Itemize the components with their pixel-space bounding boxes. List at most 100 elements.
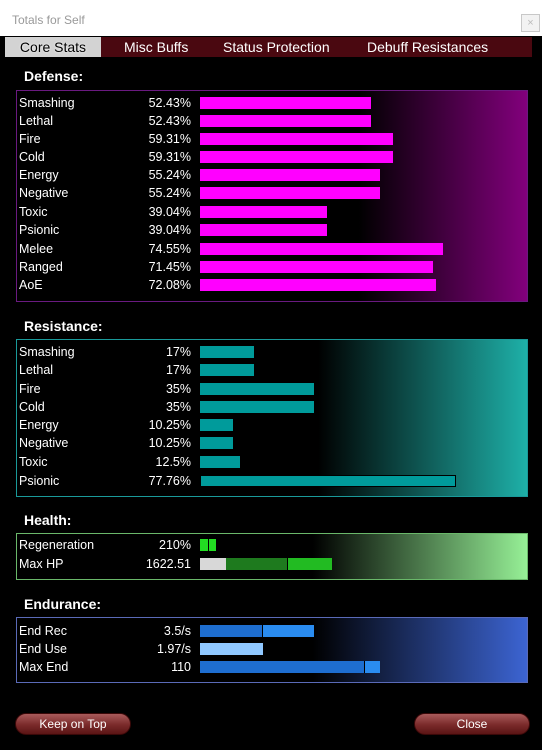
endurance-value: 3.5/s	[163, 624, 191, 638]
defense-row: AoE 72.08%	[17, 276, 529, 294]
defense-bar	[200, 151, 393, 163]
max-end-bar	[200, 661, 364, 673]
resistance-row: Negative 10.25%	[17, 434, 529, 452]
window-title: Totals for Self	[12, 13, 85, 27]
max-end-bonus-bar	[364, 661, 380, 673]
resistance-row: Lethal 17%	[17, 361, 529, 379]
resistance-row: Toxic 12.5%	[17, 453, 529, 471]
resistance-value: 10.25%	[148, 418, 191, 432]
resistance-bar	[200, 419, 233, 431]
tab-core-stats[interactable]: Core Stats	[5, 37, 101, 57]
endurance-label: Max End	[19, 660, 69, 674]
defense-bar	[200, 115, 371, 127]
tab-debuff-resistances[interactable]: Debuff Resistances	[367, 39, 489, 55]
defense-value: 71.45%	[148, 260, 191, 274]
resistance-row: Psionic 77.76%	[17, 472, 529, 490]
defense-bar	[200, 224, 327, 236]
resistance-value: 17%	[165, 363, 191, 377]
endurance-heading: Endurance:	[24, 596, 102, 612]
resistance-value: 35%	[165, 400, 191, 414]
defense-label: Fire	[19, 132, 41, 146]
resistance-bar	[200, 364, 254, 376]
resistance-label: Energy	[19, 418, 59, 432]
defense-bar	[200, 187, 380, 199]
resistance-bar	[200, 401, 314, 413]
endurance-row: End Rec 3.5/s	[17, 622, 529, 640]
defense-row: Ranged 71.45%	[17, 258, 529, 276]
defense-label: Melee	[19, 242, 54, 256]
resistance-bar	[200, 475, 456, 487]
end-rec-bar	[200, 625, 262, 637]
endurance-label: End Use	[19, 642, 67, 656]
defense-row: Fire 59.31%	[17, 130, 529, 148]
defense-label: Lethal	[19, 114, 54, 128]
resistance-value: 12.5%	[155, 455, 191, 469]
health-label: Max HP	[19, 557, 64, 571]
defense-value: 55.24%	[148, 186, 191, 200]
endurance-label: End Rec	[19, 624, 67, 638]
defense-label: Cold	[19, 150, 45, 164]
defense-bar	[200, 169, 380, 181]
defense-label: Smashing	[19, 96, 75, 110]
defense-value: 55.24%	[148, 168, 191, 182]
max-hp-bar	[226, 558, 287, 570]
regeneration-bar	[200, 539, 208, 551]
resistance-label: Lethal	[19, 363, 54, 377]
endurance-panel: End Rec 3.5/s End Use 1.97/s Max End 110	[16, 617, 528, 683]
defense-value: 39.04%	[148, 223, 191, 237]
tab-misc-buffs[interactable]: Misc Buffs	[124, 39, 189, 55]
defense-value: 39.04%	[148, 205, 191, 219]
defense-row: Toxic 39.04%	[17, 203, 529, 221]
resistance-label: Smashing	[19, 345, 75, 359]
defense-bar	[200, 206, 327, 218]
defense-bar	[200, 243, 443, 255]
regeneration-bar	[208, 539, 216, 551]
window-close-icon[interactable]: ×	[521, 14, 540, 32]
resistance-row: Fire 35%	[17, 380, 529, 398]
resistance-label: Cold	[19, 400, 45, 414]
defense-value: 72.08%	[148, 278, 191, 292]
defense-row: Lethal 52.43%	[17, 112, 529, 130]
resistance-value: 17%	[165, 345, 191, 359]
health-heading: Health:	[24, 512, 72, 528]
defense-value: 74.55%	[148, 242, 191, 256]
window-titlebar: Totals for Self ×	[0, 0, 542, 36]
resistance-row: Cold 35%	[17, 398, 529, 416]
resistance-bar	[200, 346, 254, 358]
health-row: Regeneration 210%	[17, 536, 529, 554]
defense-value: 59.31%	[148, 150, 191, 164]
health-value: 1622.51	[145, 557, 191, 571]
health-row: Max HP 1622.51	[17, 555, 529, 573]
endurance-row: End Use 1.97/s	[17, 640, 529, 658]
resistance-bar	[200, 437, 233, 449]
close-button[interactable]: Close	[414, 713, 530, 735]
resistance-panel: Smashing 17% Lethal 17% Fire 35% Cold 35…	[16, 339, 528, 497]
health-panel: Regeneration 210% Max HP 1622.51	[16, 533, 528, 580]
resistance-value: 10.25%	[148, 436, 191, 450]
defense-row: Psionic 39.04%	[17, 221, 529, 239]
keep-on-top-button[interactable]: Keep on Top	[15, 713, 131, 735]
defense-label: AoE	[19, 278, 43, 292]
defense-label: Ranged	[19, 260, 63, 274]
resistance-label: Toxic	[19, 455, 48, 469]
endurance-value: 110	[171, 660, 191, 674]
defense-value: 52.43%	[148, 96, 191, 110]
resistance-row: Smashing 17%	[17, 343, 529, 361]
defense-row: Melee 74.55%	[17, 240, 529, 258]
end-use-bar	[200, 643, 263, 655]
tab-status-protection[interactable]: Status Protection	[223, 39, 330, 55]
resistance-label: Psionic	[19, 474, 60, 488]
health-label: Regeneration	[19, 538, 95, 552]
defense-value: 59.31%	[148, 132, 191, 146]
defense-label: Negative	[19, 186, 69, 200]
max-hp-base-bar	[200, 558, 226, 570]
resistance-heading: Resistance:	[24, 318, 103, 334]
resistance-value: 35%	[165, 382, 191, 396]
end-rec-bonus-bar	[262, 625, 314, 637]
resistance-bar	[200, 383, 314, 395]
resistance-bar	[200, 456, 240, 468]
defense-heading: Defense:	[24, 68, 84, 84]
resistance-label: Fire	[19, 382, 41, 396]
defense-bar	[200, 97, 371, 109]
defense-label: Energy	[19, 168, 59, 182]
